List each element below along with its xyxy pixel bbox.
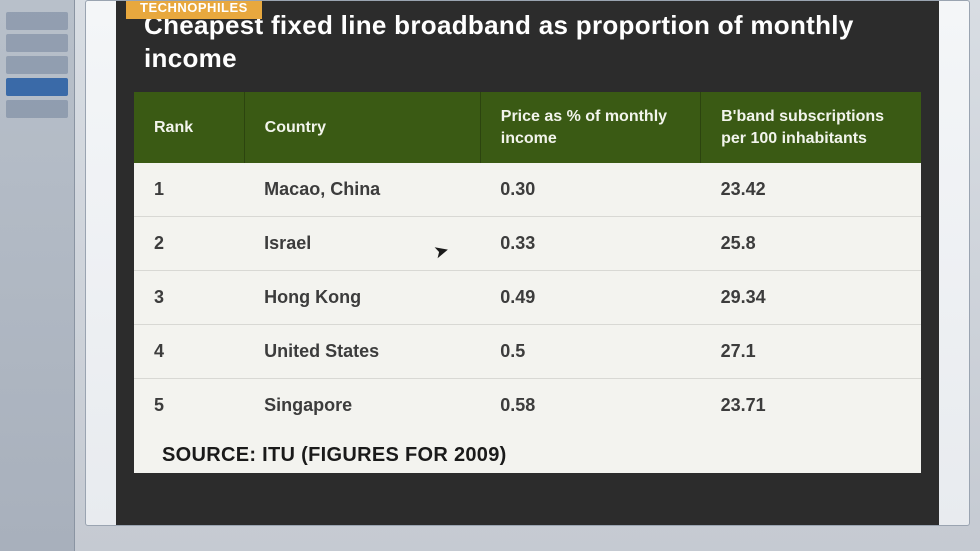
cell-price: 0.49 <box>480 271 700 325</box>
cell-country: Macao, China <box>244 163 480 217</box>
tool-sidebar <box>0 0 75 551</box>
cell-country: United States <box>244 325 480 379</box>
col-header-subs: B'band subscriptions per 100 inhabitants <box>701 92 921 163</box>
cell-rank: 4 <box>134 325 244 379</box>
sidebar-tool-4[interactable] <box>6 78 68 96</box>
cell-rank: 2 <box>134 217 244 271</box>
slide: Cheapest fixed line broadband as proport… <box>116 1 939 525</box>
source-text: SOURCE: ITU (FIGURES FOR 2009) <box>134 432 921 473</box>
col-header-price: Price as % of monthly income <box>480 92 700 163</box>
table-row: 5 Singapore 0.58 23.71 <box>134 379 921 433</box>
cell-country: Singapore <box>244 379 480 433</box>
sidebar-tool-2[interactable] <box>6 34 68 52</box>
cell-rank: 5 <box>134 379 244 433</box>
cell-price: 0.33 <box>480 217 700 271</box>
sidebar-tool-5[interactable] <box>6 100 68 118</box>
cell-subs: 23.42 <box>701 163 921 217</box>
table-row: 1 Macao, China 0.30 23.42 <box>134 163 921 217</box>
cell-country: Israel <box>244 217 480 271</box>
cell-subs: 23.71 <box>701 379 921 433</box>
cell-country: Hong Kong <box>244 271 480 325</box>
table-row: 4 United States 0.5 27.1 <box>134 325 921 379</box>
table-row: 3 Hong Kong 0.49 29.34 <box>134 271 921 325</box>
broadband-table: Rank Country Price as % of monthly incom… <box>134 92 921 432</box>
sidebar-tool-1[interactable] <box>6 12 68 30</box>
cell-subs: 25.8 <box>701 217 921 271</box>
sidebar-tool-3[interactable] <box>6 56 68 74</box>
col-header-country: Country <box>244 92 480 163</box>
main-canvas: TECHNOPHILES Cheapest fixed line broadba… <box>85 0 970 526</box>
table-header-row: Rank Country Price as % of monthly incom… <box>134 92 921 163</box>
cell-rank: 3 <box>134 271 244 325</box>
cell-subs: 27.1 <box>701 325 921 379</box>
cell-price: 0.30 <box>480 163 700 217</box>
table-row: 2 Israel 0.33 25.8 <box>134 217 921 271</box>
overlay-tag: TECHNOPHILES <box>126 0 262 19</box>
cell-rank: 1 <box>134 163 244 217</box>
cell-price: 0.58 <box>480 379 700 433</box>
cell-subs: 29.34 <box>701 271 921 325</box>
cell-price: 0.5 <box>480 325 700 379</box>
col-header-rank: Rank <box>134 92 244 163</box>
